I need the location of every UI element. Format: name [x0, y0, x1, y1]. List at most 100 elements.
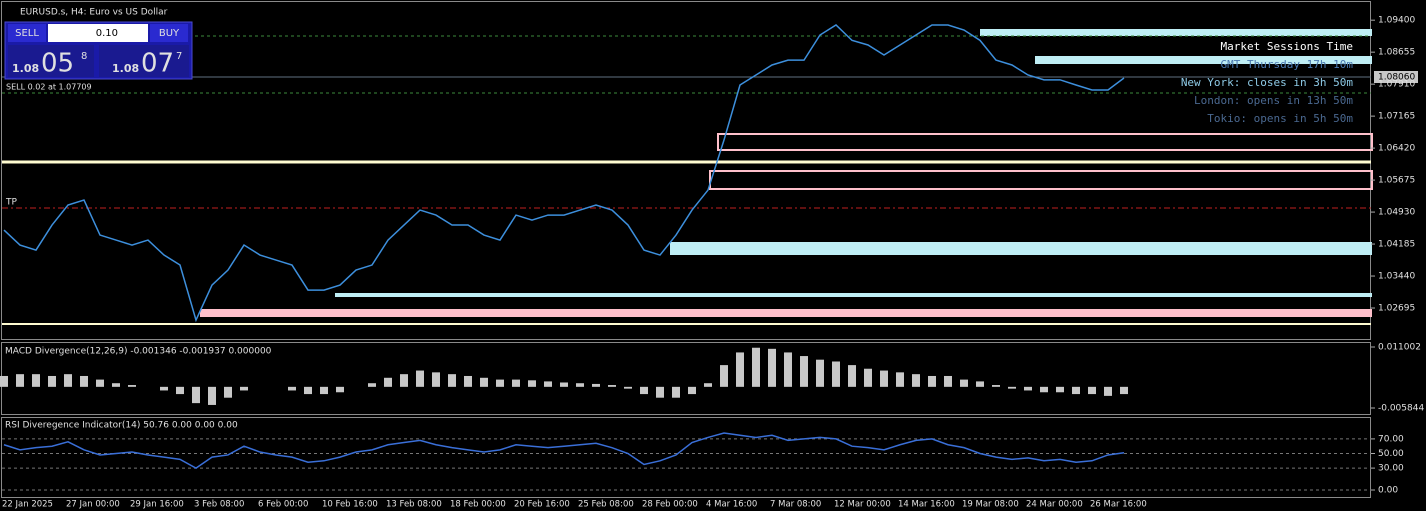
bid-box [8, 45, 94, 77]
x-tick-label: 24 Mar 00:00 [1026, 500, 1083, 510]
rsi-title: RSI Diveregence Indicator(14) 50.76 0.00… [5, 421, 238, 431]
ask-main: 07 [141, 49, 174, 79]
price-line [3, 24, 1125, 323]
histogram-bar [336, 386, 344, 393]
histogram-bar [400, 374, 408, 387]
histogram-bar [1072, 386, 1080, 395]
buy-label: BUY [159, 28, 180, 39]
price-line [3, 432, 1125, 469]
histogram-bar [736, 352, 744, 387]
y-tick-label: 1.06420 [1378, 144, 1415, 154]
y-tick-label: 1.08655 [1378, 48, 1415, 58]
histogram-bar [784, 352, 792, 387]
order-label: SELL 0.02 at 1.07709 [6, 83, 92, 92]
histogram-bar [624, 386, 632, 389]
sell-button[interactable] [8, 24, 46, 42]
histogram-bar [160, 386, 168, 391]
ask-big: 1.08 [112, 62, 139, 75]
histogram-bar [464, 375, 472, 387]
histogram-bar [880, 370, 888, 387]
tp-label: TP [5, 198, 17, 208]
ask-sup: 7 [176, 51, 182, 62]
histogram-bar [0, 375, 8, 387]
histogram-bar [432, 372, 440, 387]
histogram-bar [576, 383, 584, 387]
x-tick-label: 10 Feb 16:00 [322, 500, 378, 510]
price-tag: 1.08060 [1378, 73, 1415, 83]
x-tick-label: 28 Feb 00:00 [642, 500, 698, 510]
histogram-bar [176, 386, 184, 395]
x-tick-label: 29 Jan 16:00 [130, 500, 184, 510]
zone [670, 242, 1372, 255]
y-tick-label: 70.00 [1378, 434, 1404, 444]
histogram-bar [800, 356, 808, 387]
bid-sup: 8 [81, 51, 87, 62]
x-tick-label: 13 Feb 08:00 [386, 500, 442, 510]
histogram-bar [1088, 386, 1096, 395]
histogram-bar [1040, 386, 1048, 393]
x-tick-label: 27 Jan 00:00 [66, 500, 120, 510]
histogram-bar [976, 381, 984, 387]
histogram-bar [544, 381, 552, 387]
histogram-bar [816, 359, 824, 387]
histogram-bar [384, 377, 392, 387]
histogram-bar [896, 372, 904, 387]
histogram-bar [560, 382, 568, 387]
histogram-bar [112, 383, 120, 387]
rsi-frame [1, 417, 1371, 498]
histogram-bar [928, 375, 936, 387]
histogram-bar [480, 377, 488, 387]
x-tick-label: 6 Feb 00:00 [258, 500, 308, 510]
zone [1035, 56, 1372, 64]
histogram-bar [32, 374, 40, 387]
histogram-bar [992, 385, 1000, 387]
histogram-bar [368, 383, 376, 387]
histogram-bar [240, 386, 248, 391]
y-tick-label: 1.04185 [1378, 240, 1415, 250]
x-tick-label: 14 Mar 16:00 [898, 500, 955, 510]
histogram-bar [16, 374, 24, 387]
histogram-bar [592, 383, 600, 387]
histogram-bar [768, 348, 776, 387]
histogram-bar [64, 374, 72, 387]
bid-main: 05 [41, 49, 74, 79]
x-tick-label: 3 Feb 08:00 [194, 500, 244, 510]
zone [980, 29, 1372, 36]
ask-box [99, 45, 189, 77]
x-tick-label: 25 Feb 08:00 [578, 500, 634, 510]
histogram-bar [1104, 386, 1112, 396]
histogram-bar [224, 386, 232, 398]
histogram-bar [208, 386, 216, 405]
histogram-bar [704, 383, 712, 387]
histogram-bar [192, 386, 200, 404]
histogram-bar [80, 375, 88, 387]
y-tick-label: 1.07910 [1378, 80, 1415, 90]
histogram-bar [672, 386, 680, 398]
x-tick-label: 18 Feb 00:00 [450, 500, 506, 510]
histogram-bar [128, 385, 136, 387]
histogram-bar [656, 386, 664, 398]
histogram-bar [1056, 386, 1064, 393]
histogram-bar [448, 374, 456, 387]
zone [200, 309, 1372, 317]
session-tokio: Tokio: opens in 5h 50m [1207, 112, 1353, 125]
y-tick-label: 50.00 [1378, 449, 1404, 459]
histogram-bar [752, 347, 760, 387]
y-tick-label: 0.011002 [1378, 343, 1421, 353]
histogram-bar [96, 379, 104, 387]
lot-input[interactable] [48, 24, 148, 42]
symbol-title: EURUSD.s, H4: Euro vs US Dollar [20, 8, 168, 18]
sell-label: SELL [15, 28, 39, 39]
y-tick-label: 1.04930 [1378, 208, 1415, 218]
y-tick-label: 1.05675 [1378, 176, 1415, 186]
histogram-bar [944, 375, 952, 387]
histogram-bar [720, 365, 728, 387]
lot-value: 0.10 [96, 28, 118, 39]
x-tick-label: 12 Mar 00:00 [834, 500, 891, 510]
histogram-bar [848, 365, 856, 387]
zone [335, 293, 1372, 297]
y-tick-label: 1.09400 [1378, 16, 1415, 26]
buy-button[interactable] [150, 24, 188, 42]
